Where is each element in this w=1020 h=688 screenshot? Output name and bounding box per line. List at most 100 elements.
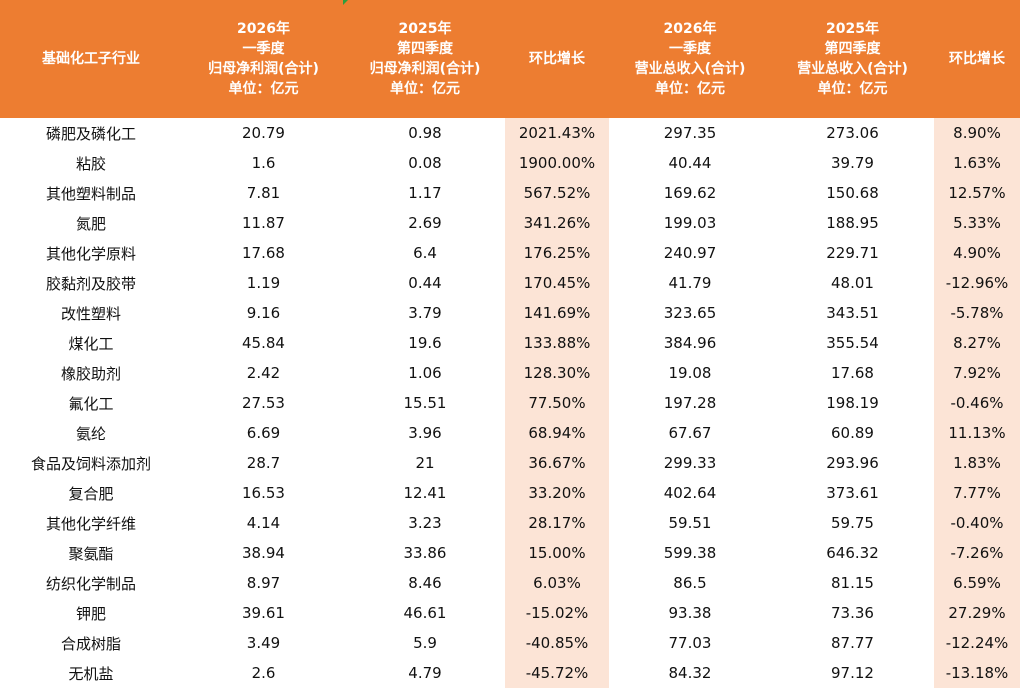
q4-2025-profit-cell[interactable]: 2.69 (408, 214, 442, 232)
q1-2026-profit-cell[interactable]: 20.79 (242, 124, 285, 142)
industry-cell[interactable]: 磷肥及磷化工 (45, 124, 136, 143)
q1-2026-revenue-cell[interactable]: 169.62 (663, 184, 717, 202)
q1-2026-profit-cell[interactable]: 4.14 (246, 514, 281, 532)
q1-2026-profit-cell[interactable]: 6.69 (246, 424, 281, 442)
revenue-qoq-cell[interactable]: 1.63% (934, 148, 1020, 178)
q1-2026-revenue-cell[interactable]: 40.44 (668, 154, 712, 172)
q1-2026-profit-cell[interactable]: 2.42 (246, 364, 281, 382)
q1-2026-profit-cell[interactable]: 7.81 (246, 184, 281, 202)
q4-2025-profit-cell[interactable]: 5.9 (413, 634, 437, 652)
profit-qoq-cell[interactable]: 6.03% (505, 568, 609, 598)
profit-qoq-cell[interactable]: -15.02% (505, 598, 609, 628)
profit-qoq-cell[interactable]: 133.88% (505, 328, 609, 358)
revenue-qoq-cell[interactable]: 7.92% (934, 358, 1020, 388)
revenue-qoq-cell[interactable]: -7.26% (934, 538, 1020, 568)
industry-cell[interactable]: 食品及饲料添加剂 (30, 454, 151, 473)
industry-cell[interactable]: 其他塑料制品 (45, 184, 136, 203)
q4-2025-profit-cell[interactable]: 0.44 (408, 274, 442, 292)
profit-qoq-cell[interactable]: 170.45% (505, 268, 609, 298)
q1-2026-revenue-cell[interactable]: 197.28 (663, 394, 717, 412)
revenue-qoq-cell[interactable]: 11.13% (934, 418, 1020, 448)
profit-qoq-cell[interactable]: 77.50% (505, 388, 609, 418)
q1-2026-profit-cell[interactable]: 1.19 (246, 274, 281, 292)
profit-qoq-cell[interactable]: 2021.43% (505, 118, 609, 148)
q1-2026-profit-cell[interactable]: 3.49 (246, 634, 281, 652)
q4-2025-profit-cell[interactable]: 1.06 (408, 364, 442, 382)
q4-2025-profit-cell[interactable]: 33.86 (403, 544, 447, 562)
q1-2026-profit-cell[interactable]: 11.87 (242, 214, 285, 232)
q4-2025-profit-cell[interactable]: 0.08 (408, 154, 442, 172)
q1-2026-profit-cell[interactable]: 16.53 (242, 484, 285, 502)
revenue-qoq-cell[interactable]: 8.90% (934, 118, 1020, 148)
revenue-qoq-cell[interactable]: 4.90% (934, 238, 1020, 268)
profit-qoq-cell[interactable]: 176.25% (505, 238, 609, 268)
q1-2026-revenue-cell[interactable]: 67.67 (668, 424, 712, 442)
revenue-qoq-cell[interactable]: 7.77% (934, 478, 1020, 508)
q4-2025-profit-cell[interactable]: 4.79 (408, 664, 442, 682)
q4-2025-profit-cell[interactable]: 3.79 (408, 304, 442, 322)
profit-qoq-cell[interactable]: 141.69% (505, 298, 609, 328)
q4-2025-profit-cell[interactable]: 3.96 (408, 424, 442, 442)
industry-cell[interactable]: 钾肥 (75, 604, 106, 623)
profit-qoq-cell[interactable]: 341.26% (505, 208, 609, 238)
q4-2025-revenue-cell[interactable]: 59.75 (831, 514, 874, 532)
industry-cell[interactable]: 其他化学纤维 (45, 514, 136, 533)
q4-2025-revenue-cell[interactable]: 81.15 (831, 574, 874, 592)
profit-qoq-cell[interactable]: 28.17% (505, 508, 609, 538)
q1-2026-profit-cell[interactable]: 38.94 (242, 544, 285, 562)
revenue-qoq-cell[interactable]: 8.27% (934, 328, 1020, 358)
industry-cell[interactable]: 粘胶 (75, 154, 106, 173)
q4-2025-revenue-cell[interactable]: 97.12 (831, 664, 874, 682)
q1-2026-revenue-cell[interactable]: 599.38 (663, 544, 717, 562)
q1-2026-revenue-cell[interactable]: 240.97 (663, 244, 717, 262)
industry-cell[interactable]: 聚氨酯 (68, 544, 114, 563)
industry-cell[interactable]: 煤化工 (68, 334, 114, 353)
q4-2025-revenue-cell[interactable]: 229.71 (826, 244, 879, 262)
revenue-qoq-cell[interactable]: 1.83% (934, 448, 1020, 478)
q1-2026-revenue-cell[interactable]: 299.33 (663, 454, 717, 472)
profit-qoq-cell[interactable]: 33.20% (505, 478, 609, 508)
industry-cell[interactable]: 胶黏剂及胶带 (45, 274, 136, 293)
profit-qoq-cell[interactable]: 36.67% (505, 448, 609, 478)
q4-2025-revenue-cell[interactable]: 343.51 (826, 304, 879, 322)
q4-2025-revenue-cell[interactable]: 60.89 (831, 424, 874, 442)
q4-2025-revenue-cell[interactable]: 188.95 (826, 214, 879, 232)
q4-2025-profit-cell[interactable]: 6.4 (413, 244, 437, 262)
revenue-qoq-cell[interactable]: 6.59% (934, 568, 1020, 598)
q4-2025-profit-cell[interactable]: 8.46 (408, 574, 442, 592)
revenue-qoq-cell[interactable]: -0.40% (934, 508, 1020, 538)
q4-2025-revenue-cell[interactable]: 17.68 (831, 364, 874, 382)
q4-2025-revenue-cell[interactable]: 373.61 (826, 484, 879, 502)
q4-2025-revenue-cell[interactable]: 273.06 (826, 124, 879, 142)
q1-2026-revenue-cell[interactable]: 402.64 (663, 484, 717, 502)
q1-2026-profit-cell[interactable]: 45.84 (242, 334, 285, 352)
q1-2026-revenue-cell[interactable]: 323.65 (663, 304, 717, 322)
q1-2026-profit-cell[interactable]: 27.53 (242, 394, 285, 412)
revenue-qoq-cell[interactable]: -13.18% (934, 658, 1020, 688)
profit-qoq-cell[interactable]: 567.52% (505, 178, 609, 208)
q4-2025-profit-cell[interactable]: 0.98 (408, 124, 442, 142)
profit-qoq-cell[interactable]: -40.85% (505, 628, 609, 658)
industry-cell[interactable]: 橡胶助剂 (60, 364, 121, 383)
revenue-qoq-cell[interactable]: 27.29% (934, 598, 1020, 628)
revenue-qoq-cell[interactable]: -12.96% (934, 268, 1020, 298)
q4-2025-profit-cell[interactable]: 21 (415, 454, 435, 472)
q4-2025-profit-cell[interactable]: 15.51 (403, 394, 447, 412)
industry-cell[interactable]: 氨纶 (75, 424, 106, 443)
q1-2026-revenue-cell[interactable]: 93.38 (668, 604, 712, 622)
revenue-qoq-cell[interactable]: 5.33% (934, 208, 1020, 238)
q4-2025-revenue-cell[interactable]: 87.77 (831, 634, 874, 652)
q4-2025-profit-cell[interactable]: 12.41 (403, 484, 447, 502)
q4-2025-profit-cell[interactable]: 19.6 (408, 334, 442, 352)
q1-2026-profit-cell[interactable]: 28.7 (246, 454, 281, 472)
industry-cell[interactable]: 氟化工 (68, 394, 114, 413)
q1-2026-revenue-cell[interactable]: 199.03 (663, 214, 717, 232)
profit-qoq-cell[interactable]: -45.72% (505, 658, 609, 688)
profit-qoq-cell[interactable]: 128.30% (505, 358, 609, 388)
profit-qoq-cell[interactable]: 15.00% (505, 538, 609, 568)
q4-2025-profit-cell[interactable]: 46.61 (403, 604, 447, 622)
q1-2026-profit-cell[interactable]: 39.61 (242, 604, 285, 622)
q4-2025-revenue-cell[interactable]: 646.32 (826, 544, 879, 562)
revenue-qoq-cell[interactable]: 12.57% (934, 178, 1020, 208)
q4-2025-revenue-cell[interactable]: 150.68 (826, 184, 879, 202)
